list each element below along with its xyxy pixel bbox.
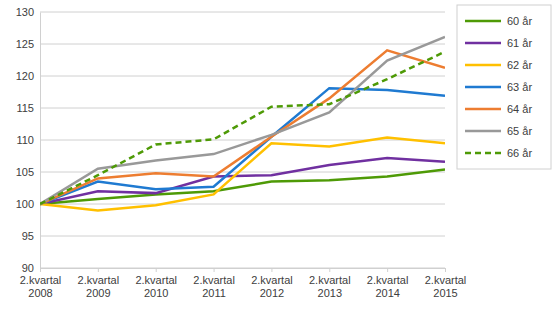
y-tick: 95 [22, 230, 40, 242]
grid [40, 12, 445, 268]
legend-box [457, 5, 551, 169]
series-line [40, 37, 445, 204]
y-axis-line [40, 13, 41, 269]
legend-swatch [465, 152, 501, 155]
legend-label: 61 år [507, 37, 532, 49]
x-tick: 2.kvartal2009 [78, 268, 120, 299]
series-line [40, 88, 445, 204]
x-tick-mark [387, 268, 388, 272]
grid-line [40, 236, 445, 237]
y-tick-label: 130 [16, 6, 34, 18]
legend: 60 år 61 år 62 år 63 år 64 år 65 år 66 år [457, 5, 551, 169]
x-tick-mark [271, 268, 272, 272]
x-tick-mark [214, 268, 215, 272]
legend-label: 62 år [507, 59, 532, 71]
y-tick-label: 95 [22, 230, 34, 242]
y-tick: 105 [16, 166, 40, 178]
legend-label: 63 år [507, 81, 532, 93]
x-tick-label: 2.kvartal2012 [251, 274, 293, 299]
y-tick: 90 [22, 262, 40, 274]
y-tick: 115 [16, 102, 40, 114]
legend-swatch [465, 86, 501, 89]
grid-line [40, 12, 445, 13]
x-tick-mark [329, 268, 330, 272]
legend-item: 65 år [465, 125, 532, 137]
x-tick: 2.kvartal2013 [309, 268, 351, 299]
plot: 90951001051101151201251302.kvartal20082.… [16, 6, 467, 299]
legend-item: 64 år [465, 103, 532, 115]
grid-line [40, 44, 445, 45]
grid-line [40, 76, 445, 77]
legend-swatch [465, 20, 501, 23]
series-line [40, 52, 445, 204]
legend-swatch [465, 64, 501, 67]
x-tick: 2.kvartal2011 [193, 268, 235, 299]
x-tick-label: 2.kvartal2010 [135, 274, 177, 299]
x-tick-label: 2.kvartal2014 [367, 274, 409, 299]
y-tick-label: 110 [16, 134, 34, 146]
grid-line [40, 108, 445, 109]
legend-swatch [465, 108, 501, 111]
grid-line [40, 204, 445, 205]
lines [40, 37, 445, 210]
legend-item: 66 år [465, 147, 532, 159]
x-axis-line [41, 269, 446, 273]
x-tick-mark [156, 268, 157, 272]
y-tick-label: 120 [16, 70, 34, 82]
series-line [40, 50, 445, 204]
x-tick-label: 2.kvartal2015 [425, 274, 467, 299]
legend-label: 60 år [507, 15, 532, 27]
chart: 90951001051101151201251302.kvartal20082.… [0, 0, 553, 310]
x-tick: 2.kvartal2012 [251, 268, 293, 299]
x-tick: 2.kvartal2008 [20, 268, 62, 299]
y-tick: 130 [16, 6, 40, 18]
x-tick-label: 2.kvartal2008 [20, 274, 62, 299]
x-tick: 2.kvartal2014 [367, 268, 409, 299]
legend-swatch [465, 130, 501, 133]
x-tick: 2.kvartal2010 [135, 268, 177, 299]
y-axis: 90 95 100 105 110 115 120 125 130 [16, 6, 41, 274]
series-line [40, 137, 445, 210]
y-tick: 120 [16, 70, 40, 82]
legend-label: 64 år [507, 103, 532, 115]
x-tick-mark [98, 268, 99, 272]
y-tick: 125 [16, 38, 40, 50]
grid-line [40, 140, 445, 141]
x-tick-label: 2.kvartal2009 [78, 274, 120, 299]
legend-item: 62 år [465, 59, 532, 71]
y-tick: 100 [16, 198, 40, 210]
legend-item: 63 år [465, 81, 532, 93]
legend-item: 60 år [465, 15, 532, 27]
grid-line [40, 172, 445, 173]
legend-swatch [465, 42, 501, 45]
x-tick-mark [40, 268, 41, 272]
y-tick-label: 125 [16, 38, 34, 50]
y-tick-label: 100 [16, 198, 34, 210]
x-tick-label: 2.kvartal2011 [193, 274, 235, 299]
legend-label: 66 år [507, 147, 532, 159]
x-tick: 2.kvartal2015 [425, 268, 467, 299]
x-tick-mark [445, 268, 446, 272]
legend-item: 61 år [465, 37, 532, 49]
y-tick-label: 105 [16, 166, 34, 178]
y-tick-label: 90 [22, 262, 34, 274]
y-tick: 110 [16, 134, 40, 146]
y-tick-label: 115 [16, 102, 34, 114]
x-tick-label: 2.kvartal2013 [309, 274, 351, 299]
x-axis: 2.kvartal2008 2.kvartal2009 2.kvartal2010 2… [20, 268, 467, 299]
legend-label: 65 år [507, 125, 532, 137]
